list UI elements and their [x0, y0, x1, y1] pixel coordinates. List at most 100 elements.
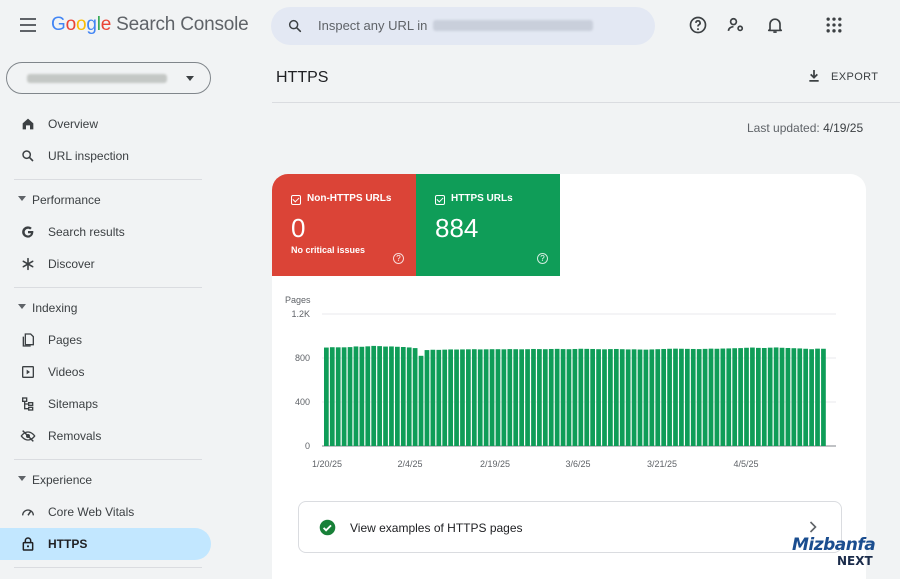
sidebar-item-label: Search results	[48, 225, 125, 239]
sidebar-item-overview[interactable]: Overview	[0, 108, 211, 140]
chart-bar	[750, 347, 755, 446]
chart-bar	[755, 347, 761, 446]
tile-value: 0	[291, 213, 306, 243]
chart-bar	[584, 348, 590, 446]
gauge-icon	[22, 509, 34, 516]
chart-bar	[720, 348, 726, 446]
help-icon[interactable]	[688, 15, 708, 35]
view-examples-row[interactable]: View examples of HTTPS pages	[298, 501, 842, 553]
section-label: Experience	[32, 473, 93, 487]
chart-bar	[803, 348, 809, 446]
sidebar-item-core-web-vitals[interactable]: Core Web Vitals	[0, 496, 211, 528]
sidebar-item-label: Videos	[48, 365, 85, 379]
product-name: Search Console	[116, 14, 249, 35]
chart-bar	[785, 347, 791, 446]
chart-bar	[690, 348, 696, 446]
bell-icon[interactable]	[765, 15, 785, 35]
sidebar-section-performance[interactable]: Performance	[0, 188, 211, 212]
search-icon	[22, 150, 34, 162]
chart-bar	[821, 348, 826, 446]
sidebar-section-indexing[interactable]: Indexing	[0, 296, 211, 320]
sidebar-item-sitemaps[interactable]: Sitemaps	[0, 388, 211, 420]
sidebar-divider	[14, 179, 202, 180]
asterisk-icon	[22, 257, 34, 271]
chart-bar	[679, 348, 684, 446]
apps-grid-icon[interactable]	[824, 15, 844, 35]
sidebar-item-removals[interactable]: Removals	[0, 420, 211, 452]
chart-bar	[625, 349, 631, 446]
https-tile[interactable]: HTTPS URLs 884 ?	[416, 174, 560, 276]
sidebar-item-search-results[interactable]: Search results	[0, 216, 211, 248]
chart-bar	[643, 349, 649, 446]
logo-letter: l	[96, 14, 101, 35]
chart-bar	[436, 349, 442, 446]
chart-bar	[619, 349, 625, 446]
collapse-caret-icon	[18, 196, 26, 201]
blurred-property-url	[27, 74, 167, 83]
sidebar-item-label: Core Web Vitals	[48, 505, 135, 519]
report-card: Non-HTTPS URLs 0 No critical issues ? HT…	[272, 174, 866, 579]
property-selector[interactable]	[6, 62, 211, 94]
chart-bar	[738, 348, 743, 446]
chart-bar	[684, 348, 690, 446]
chart-bar	[418, 355, 424, 446]
chart-bar	[554, 348, 560, 446]
logo[interactable]: Google Search Console	[51, 14, 249, 36]
sidebar-item-label: Pages	[48, 333, 83, 347]
collapse-caret-icon	[18, 304, 26, 309]
sidebar-item-label: Sitemaps	[48, 397, 99, 411]
tile-subtitle: No critical issues	[291, 245, 366, 255]
section-label: Indexing	[32, 301, 78, 315]
chart-bar	[495, 349, 501, 446]
chart-bar	[815, 348, 820, 446]
chart-bar	[395, 346, 400, 446]
last-updated-value: 4/19/25	[823, 121, 864, 135]
sidebar-item-https[interactable]: HTTPS	[0, 528, 211, 560]
lock-icon	[22, 537, 34, 551]
sitemap-icon	[21, 397, 34, 411]
chart-bar	[714, 348, 720, 446]
chart-bar	[406, 347, 412, 446]
menu-icon[interactable]	[20, 18, 36, 32]
chart-bar	[442, 349, 448, 446]
chart-bar	[400, 347, 406, 446]
sidebar-item-videos[interactable]: Videos	[0, 356, 211, 388]
tile-value: 884	[435, 213, 479, 243]
logo-letter: G	[51, 14, 66, 35]
tile-label: HTTPS URLs	[451, 193, 513, 204]
chart-bar	[726, 348, 732, 446]
chart-bar	[448, 349, 453, 446]
dropdown-caret-icon	[186, 76, 194, 81]
chart-bar	[341, 347, 347, 446]
url-inspect-search[interactable]: Inspect any URL in	[271, 7, 655, 45]
checkbox-checked-icon	[435, 195, 445, 205]
help-circle-icon[interactable]: ?	[537, 253, 548, 264]
chart-bar	[560, 349, 566, 446]
sidebar-item-url-inspection[interactable]: URL inspection	[0, 140, 211, 172]
chart-bar	[531, 348, 536, 446]
manage-users-icon[interactable]	[726, 15, 746, 35]
chart-bar	[655, 349, 661, 446]
chart-bar	[791, 348, 797, 446]
sidebar-item-discover[interactable]: Discover	[0, 248, 211, 280]
chart-bar	[596, 349, 601, 446]
chart-bar	[732, 348, 738, 446]
sidebar-item-pages[interactable]: Pages	[0, 324, 211, 356]
chart-bar	[631, 349, 637, 446]
y-tick-label: 1.2K	[291, 309, 310, 319]
watermark-line2: NEXT	[837, 554, 873, 568]
chart-bar	[365, 346, 371, 446]
x-tick-label: 3/6/25	[565, 459, 590, 469]
sidebar-section-experience[interactable]: Experience	[0, 468, 211, 492]
x-tick-label: 1/20/25	[312, 459, 342, 469]
chevron-right-icon	[809, 521, 817, 533]
chart-bar	[501, 349, 507, 446]
chart-bar	[667, 348, 672, 446]
title-divider	[272, 102, 900, 103]
chart-bar	[702, 348, 708, 446]
chart-bar	[761, 347, 767, 446]
help-circle-icon[interactable]: ?	[393, 253, 404, 264]
section-label: Performance	[32, 193, 101, 207]
logo-letter: o	[65, 14, 77, 35]
non-https-tile[interactable]: Non-HTTPS URLs 0 No critical issues ?	[272, 174, 416, 276]
